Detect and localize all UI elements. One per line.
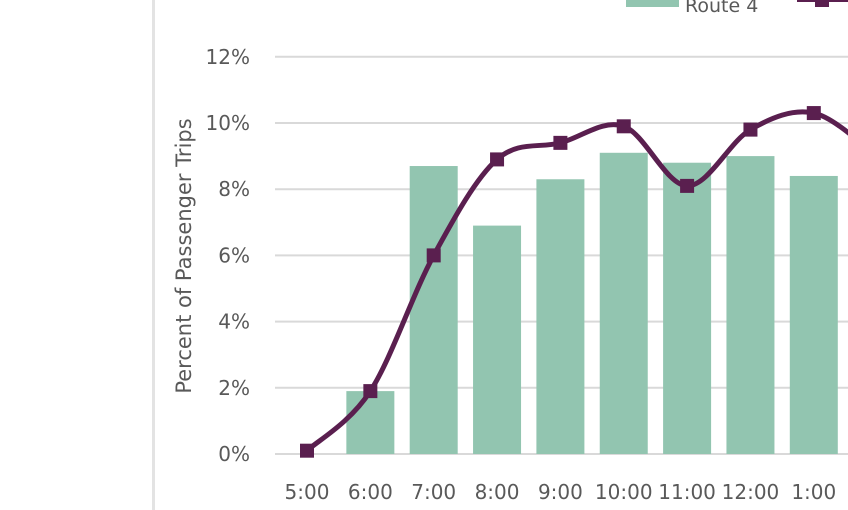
bar <box>409 166 458 454</box>
bar <box>346 391 395 454</box>
y-axis-ticks: 0% 2% 4% 6% 8% 10% 12% <box>206 45 250 466</box>
line-marker <box>616 119 631 134</box>
bar <box>663 162 712 454</box>
bar-series-route-4 <box>346 152 838 455</box>
y-tick-label: 0% <box>218 442 250 466</box>
y-tick-label: 6% <box>218 243 250 267</box>
x-tick-label: 11:00 <box>658 480 716 504</box>
legend: Route 4 <box>626 0 848 17</box>
bar <box>599 152 648 455</box>
y-tick-label: 8% <box>218 177 250 201</box>
legend-label-route-4: Route 4 <box>685 0 758 17</box>
line-marker <box>743 122 758 137</box>
line-marker <box>553 135 568 150</box>
line-marker <box>426 248 441 263</box>
x-tick-label: 6:00 <box>348 480 393 504</box>
legend-swatch-route-4 <box>626 0 679 7</box>
x-tick-label: 7:00 <box>411 480 456 504</box>
panel-divider <box>152 0 155 510</box>
x-tick-label: 5:00 <box>285 480 330 504</box>
line-marker <box>490 152 505 167</box>
y-tick-label: 2% <box>218 376 250 400</box>
line-marker <box>300 443 314 458</box>
bar <box>536 179 585 454</box>
y-tick-label: 10% <box>206 111 250 135</box>
bar <box>473 225 522 454</box>
x-tick-label: 9:00 <box>538 480 583 504</box>
x-tick-label: 1:00 <box>791 480 836 504</box>
line-marker <box>806 106 821 121</box>
series-line <box>305 109 848 453</box>
line-marker <box>363 384 378 399</box>
x-tick-label: 12:00 <box>722 480 780 504</box>
bar <box>726 156 775 454</box>
y-tick-label: 4% <box>218 310 250 334</box>
line-series <box>300 106 848 458</box>
bar <box>789 175 838 454</box>
legend-marker-square <box>815 0 829 7</box>
x-axis-ticks: 5:00 6:00 7:00 8:00 9:00 10:00 11:00 12:00 1:00 <box>285 480 837 504</box>
line-marker <box>680 178 695 193</box>
x-tick-label: 8:00 <box>475 480 520 504</box>
y-tick-label: 12% <box>206 45 250 69</box>
y-axis-title: Percent of Passenger Trips <box>172 118 196 393</box>
x-tick-label: 10:00 <box>595 480 653 504</box>
